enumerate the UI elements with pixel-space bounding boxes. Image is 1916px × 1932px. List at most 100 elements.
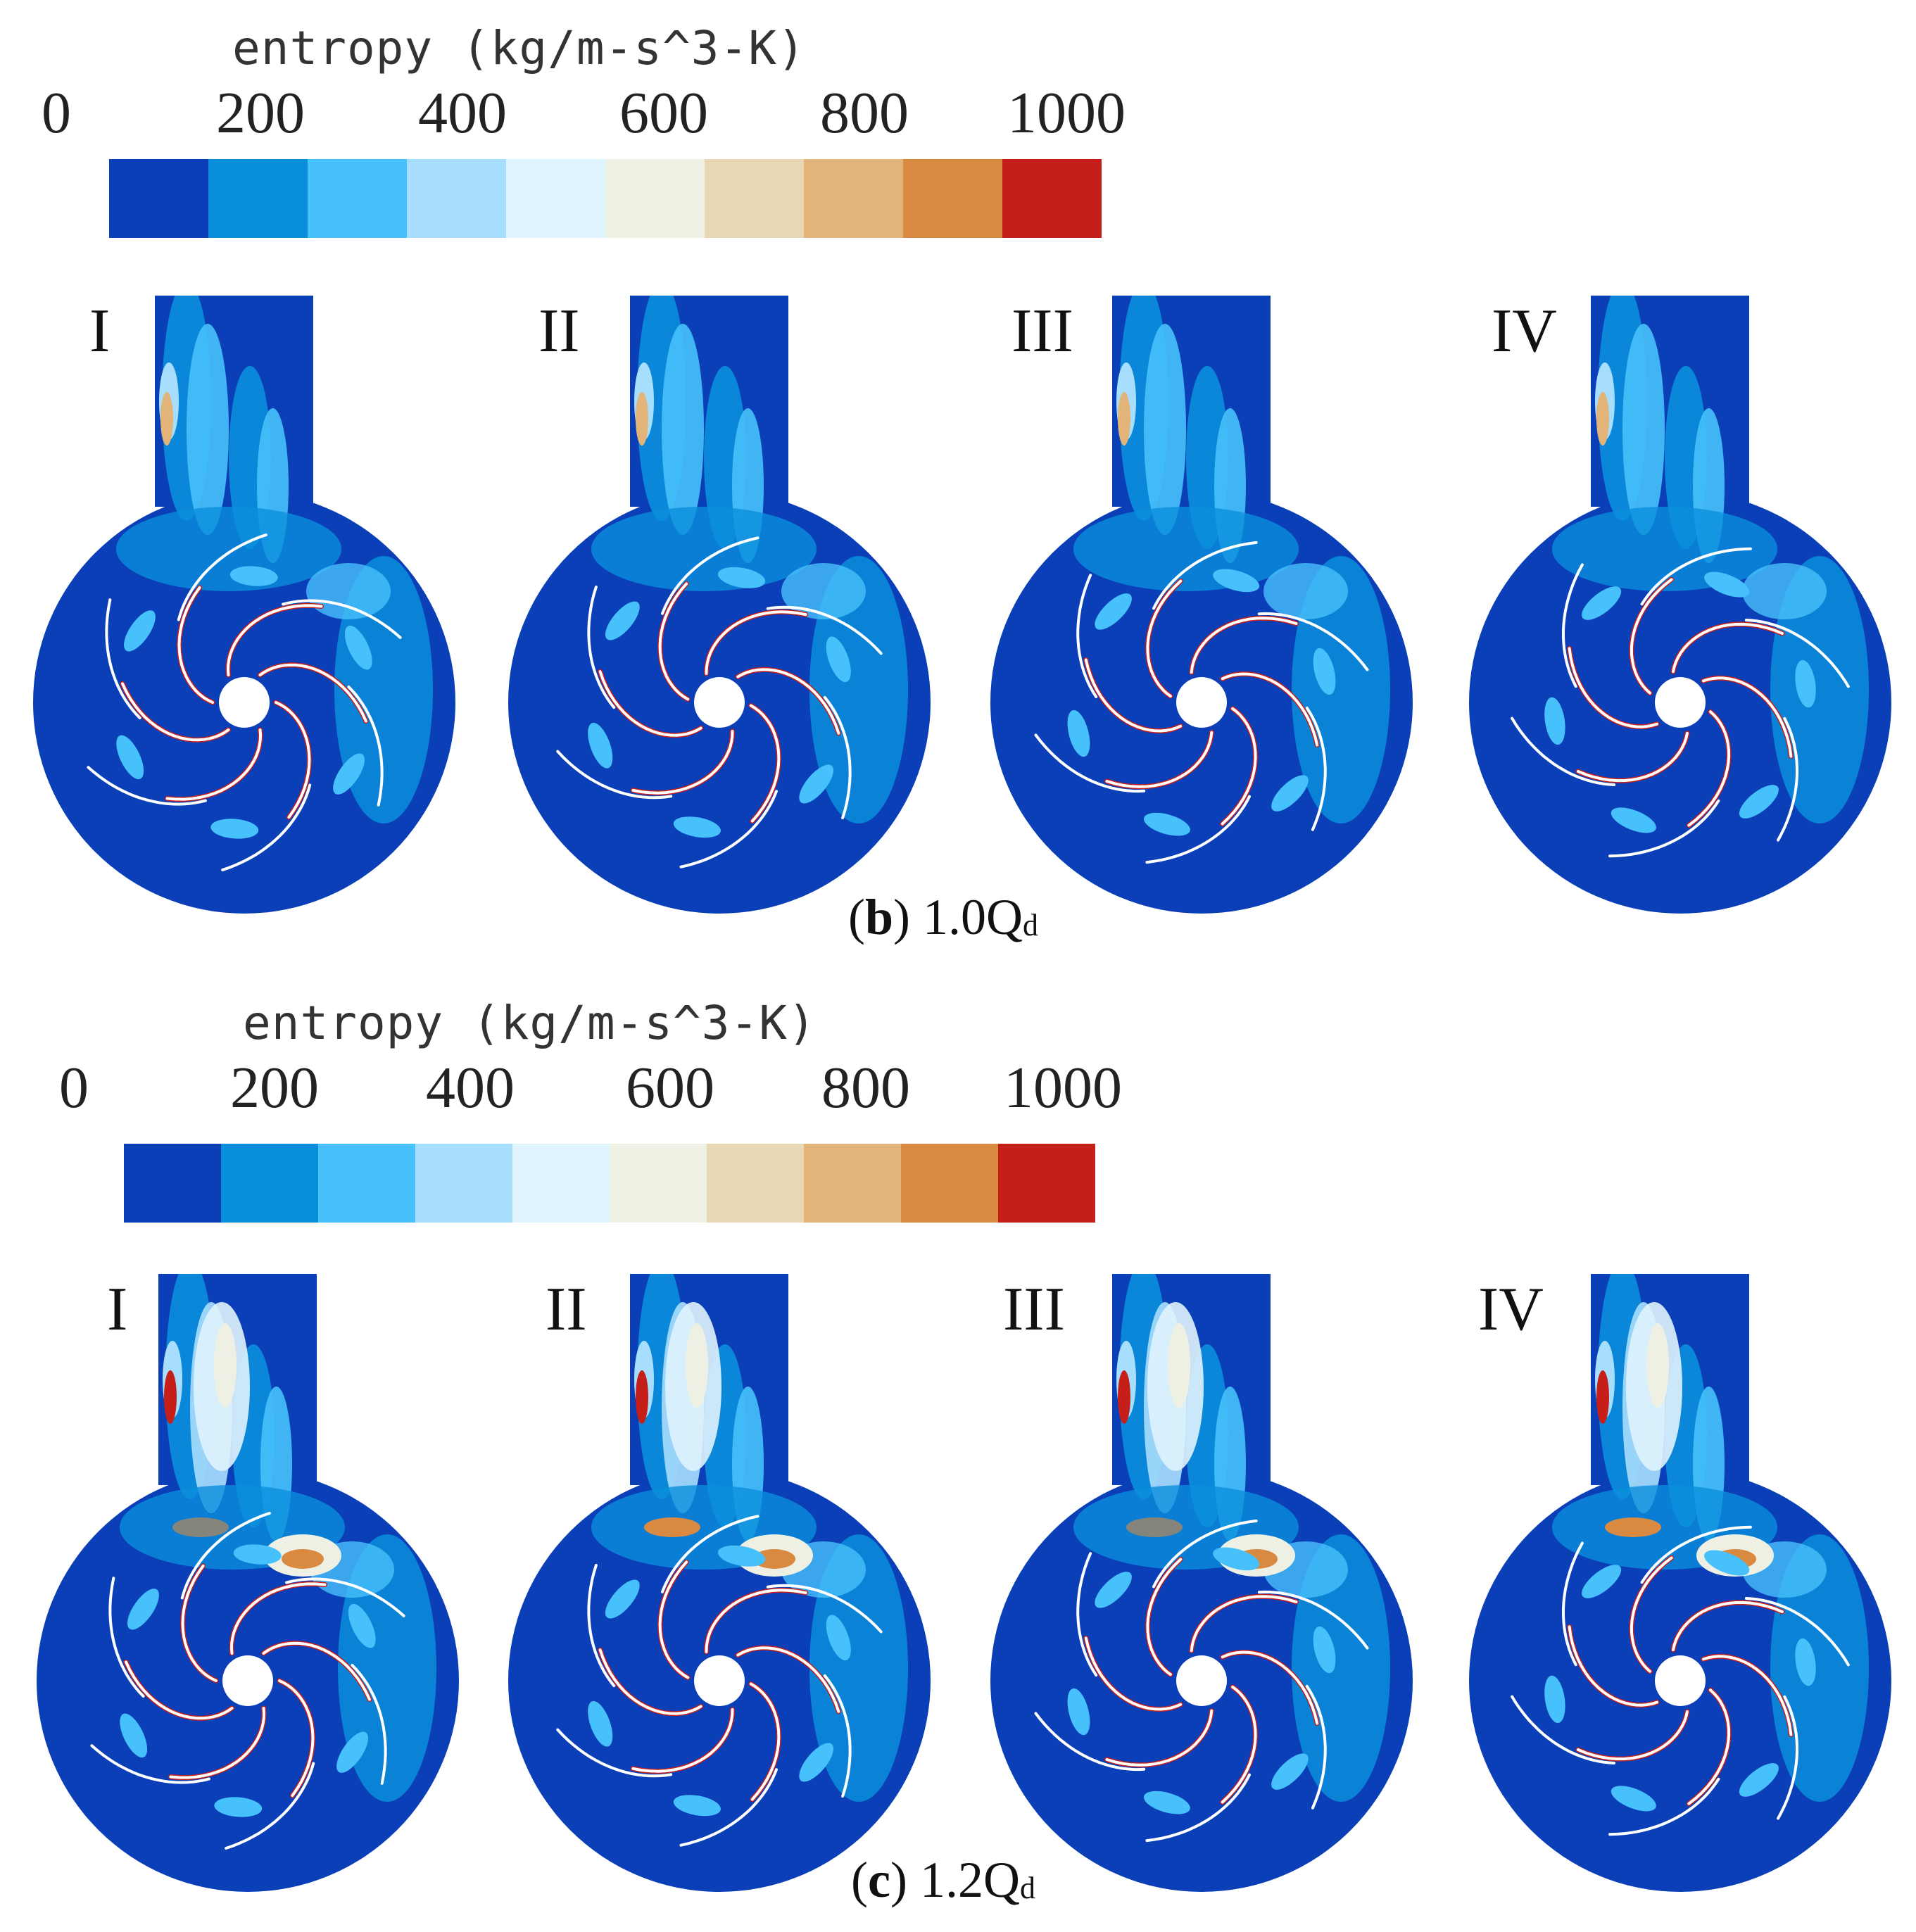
impeller-blade — [1702, 676, 1793, 758]
high-entropy-region — [753, 1549, 795, 1569]
colorbar — [124, 1144, 1095, 1223]
flow-region — [1742, 563, 1827, 619]
flow-rate-subscript: d — [1023, 908, 1039, 942]
flow-region — [809, 1534, 908, 1802]
impeller-blade — [1146, 1558, 1183, 1677]
colorbar-tick: 200 — [230, 1055, 319, 1120]
pump-contour-plot — [1469, 1274, 1891, 1892]
colorbar-swatch — [124, 1144, 221, 1223]
guide-vane — [1608, 1777, 1720, 1836]
flow-region — [799, 1743, 834, 1782]
impeller-blade — [1221, 1685, 1257, 1804]
impeller-blade — [1702, 1655, 1793, 1736]
colorbar-swatch — [1002, 159, 1102, 238]
guide-vane — [1777, 1695, 1798, 1820]
impeller-blade — [1672, 622, 1784, 674]
impeller-blade — [736, 668, 840, 735]
flow-region — [333, 753, 365, 795]
flow-region — [1582, 586, 1622, 620]
flow-region — [1213, 569, 1260, 593]
guide-vane — [108, 1577, 145, 1698]
guide-vane — [1511, 716, 1616, 786]
colorbar-swatch — [208, 159, 308, 238]
guide-vane — [556, 750, 673, 800]
colorbar-swatch — [998, 1144, 1095, 1223]
impeller-blade — [1630, 578, 1673, 695]
contour-case: IV — [1454, 296, 1904, 915]
colorbar-swatch — [318, 1144, 415, 1223]
pump-contour-plot — [508, 296, 931, 914]
flow-region — [1073, 507, 1299, 591]
pump-contour-plot — [990, 1274, 1413, 1892]
guide-vane — [105, 598, 141, 719]
guide-vane — [1744, 619, 1850, 688]
contour-case: II — [493, 1274, 943, 1893]
impeller-blade — [658, 582, 690, 701]
flow-region — [1313, 648, 1336, 695]
impeller-blade — [1221, 1650, 1319, 1725]
colorbar-tick: 400 — [426, 1055, 515, 1120]
flow-region — [673, 816, 721, 838]
hub — [1655, 1655, 1706, 1706]
flow-region — [214, 1323, 237, 1408]
contour-case: I — [18, 296, 468, 915]
guide-vane — [282, 599, 402, 639]
colorbar-swatch — [506, 159, 605, 238]
guide-vane — [177, 533, 267, 621]
high-entropy-region — [1596, 1370, 1609, 1424]
hub — [1176, 677, 1227, 728]
flow-region — [116, 507, 341, 591]
flow-region — [588, 722, 613, 769]
flow-region — [210, 819, 259, 839]
guide-vane — [1034, 1712, 1146, 1772]
flow-region — [229, 566, 278, 586]
colorbar-swatch — [415, 1144, 512, 1223]
flow-region — [120, 1713, 148, 1758]
hub — [222, 1655, 273, 1706]
impeller-blade — [1687, 1688, 1731, 1805]
flow-region — [348, 1603, 376, 1648]
guide-vane — [556, 1728, 673, 1778]
colorbar-swatch — [804, 1144, 901, 1223]
impeller-blade — [631, 1708, 734, 1773]
impeller-blade — [262, 1641, 371, 1701]
colorbar-swatch — [903, 159, 1002, 238]
flow-region — [1095, 1572, 1132, 1608]
colorbar-tick: 600 — [619, 80, 708, 146]
case-label: II — [538, 297, 580, 365]
colorbar-swatch — [610, 1144, 707, 1223]
flow-region — [1611, 1786, 1656, 1812]
flow-region — [124, 610, 156, 652]
hub — [694, 1655, 745, 1706]
flow-region — [1292, 1534, 1390, 1802]
flow-region — [1611, 807, 1656, 833]
guide-vane — [661, 1515, 760, 1593]
guide-vane — [587, 1563, 616, 1688]
impeller-blade — [1190, 617, 1298, 674]
colorbar-tick: 400 — [418, 80, 507, 146]
impeller-blade — [749, 704, 781, 823]
high-entropy-region — [1126, 1517, 1183, 1537]
impeller-blade — [1221, 672, 1319, 747]
impeller-blade — [598, 1648, 702, 1715]
high-entropy-region — [644, 1517, 700, 1537]
guide-vane — [351, 1664, 387, 1785]
guide-vane — [1777, 716, 1798, 842]
flow-region — [1582, 1565, 1622, 1598]
impeller-blade — [1577, 731, 1689, 783]
flow-region — [1143, 1791, 1190, 1814]
impeller-blade — [736, 1646, 840, 1713]
contour-case: III — [975, 296, 1425, 915]
impeller-blade — [1105, 1709, 1214, 1767]
guide-vane — [1640, 547, 1752, 606]
colorbar-title: entropy (kg/m-s^3-K) — [232, 21, 806, 75]
flow-rate-value: 1.2Q — [919, 1852, 1020, 1908]
high-entropy-region — [1605, 1517, 1661, 1537]
flow-region — [1544, 697, 1565, 745]
colorbar-tick: 800 — [821, 1055, 910, 1120]
guide-vane — [823, 695, 852, 820]
panel-letter: c — [868, 1852, 890, 1908]
impeller-blade — [278, 1679, 315, 1798]
flow-region — [605, 1579, 640, 1619]
flow-region — [809, 556, 908, 823]
